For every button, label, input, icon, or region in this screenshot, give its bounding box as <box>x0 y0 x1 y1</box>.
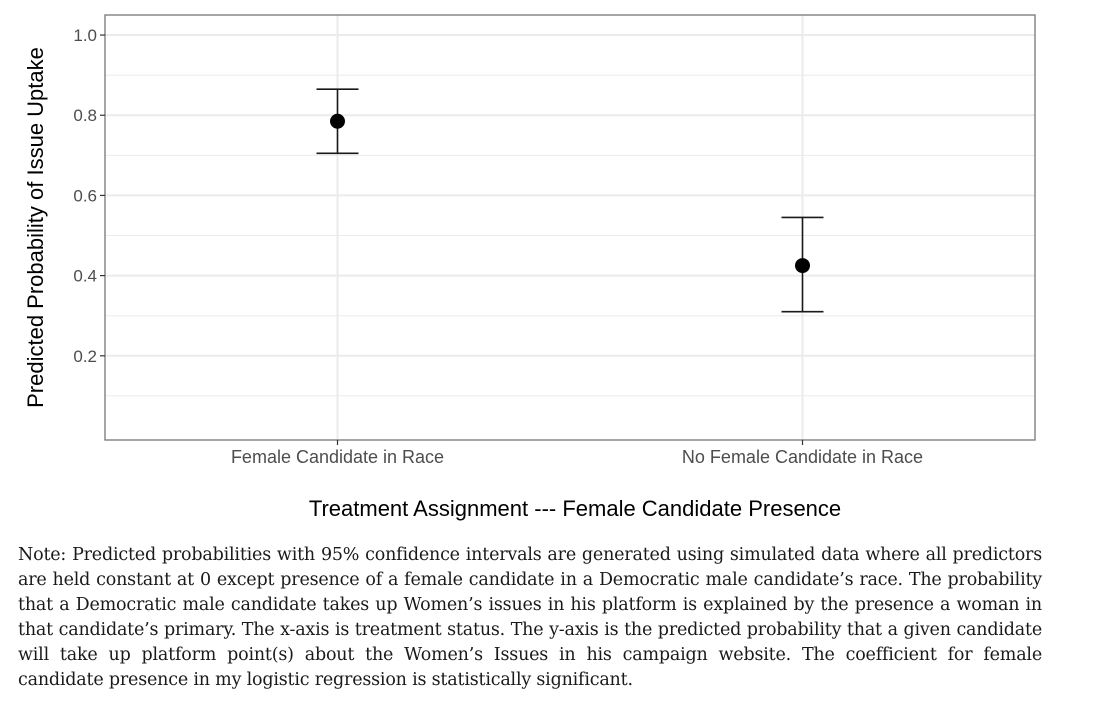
y-tick-label: 0.6 <box>73 186 97 205</box>
x-tick-label: No Female Candidate in Race <box>682 447 923 467</box>
panel-border <box>104 14 1036 441</box>
y-axis-title: Predicted Probability of Issue Uptake <box>23 47 48 408</box>
y-axis-ticks: 0.2 0.4 0.6 0.8 1.0 <box>73 26 105 366</box>
error-bars <box>316 88 824 313</box>
data-point <box>795 258 810 274</box>
y-tick-label: 1.0 <box>73 26 97 45</box>
major-gridlines <box>105 15 1035 440</box>
y-tick-label: 0.2 <box>73 347 97 366</box>
figure-note: Note: Predicted probabilities with 95% c… <box>18 545 1042 690</box>
y-tick-label: 0.4 <box>73 267 97 286</box>
y-tick-label: 0.8 <box>73 106 97 125</box>
data-points <box>330 113 810 274</box>
x-axis-ticks: Female Candidate in Race No Female Candid… <box>231 440 923 467</box>
chart: 0.2 0.4 0.6 0.8 1.0 Female Candidate in Race… <box>23 14 1036 521</box>
data-point <box>330 113 345 129</box>
x-tick-label: Female Candidate in Race <box>231 447 444 467</box>
x-axis-title: Treatment Assignment --- Female Candidat… <box>309 496 841 521</box>
minor-gridlines <box>105 74 1035 397</box>
